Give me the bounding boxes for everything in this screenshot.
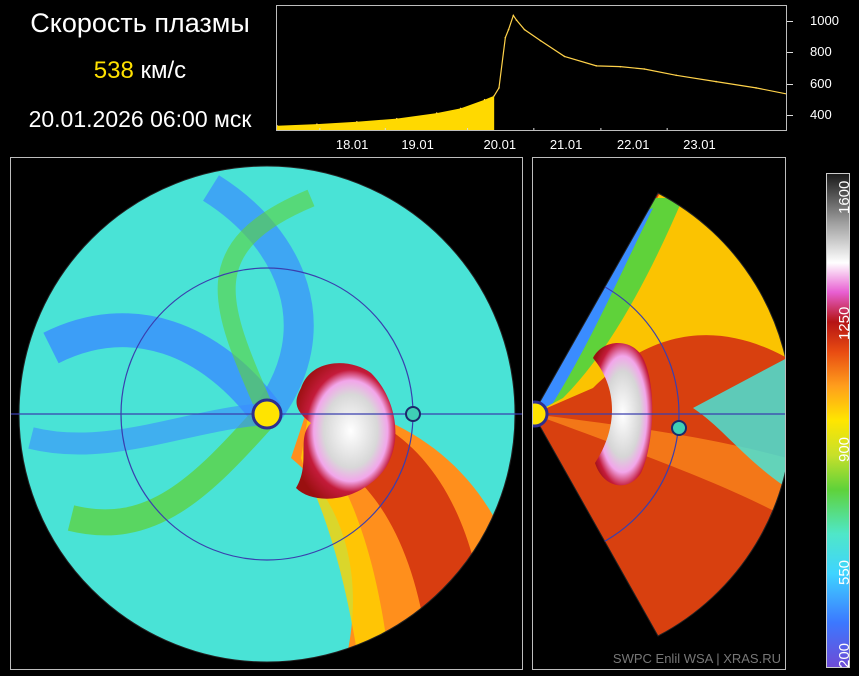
speed-chart [276,5,787,131]
y-tick-mark [787,83,793,85]
meridional-plane-svg [533,192,785,637]
y-tick-label: 800 [810,44,832,60]
spiral-stream [43,313,281,425]
speed-data-point [459,107,462,110]
speed-unit: км/с [140,57,187,84]
x-tick-label: 21.01 [549,137,583,152]
meridional-band [533,414,785,518]
speed-chart-svg [277,14,786,130]
cme-shell [296,363,396,499]
color-scale-label: 550 [836,559,853,585]
y-tick-mark [787,115,793,117]
earth-marker-meridional [671,420,687,436]
speed-data-point [356,120,358,123]
speed-past-area [277,95,495,130]
x-tick-label: 19.01 [401,137,434,152]
speed-color-scale [826,173,850,668]
y-tick-mark [787,52,793,54]
sun-marker [251,398,283,430]
speed-data-point [515,19,518,21]
ecliptic-plane-svg [11,165,522,663]
speed-data-point [539,39,542,42]
x-tick-label: 18.01 [335,137,369,152]
credit-text: SWPC Enlil WSA | XRAS.RU [612,651,781,666]
x-tick-label: 22.01 [616,137,650,152]
speed-data-point [395,117,398,120]
speed-data-point [504,36,507,39]
color-scale-label: 200 [836,642,853,668]
spiral-stream [67,405,277,536]
y-tick-label: 400 [810,107,832,123]
page-title: Скорость плазмы [30,8,250,38]
speed-value: 538 [93,57,134,84]
speed-forecast-line [493,14,786,97]
speed-data-point [643,68,646,70]
meridional-band [533,208,653,414]
speed-data-point [483,98,486,101]
earth-marker [405,406,421,422]
datetime-label: 20.01.2026 06:00 мск [28,106,252,132]
spiral-stream [202,175,314,423]
spiral-stream [217,189,315,418]
y-tick-mark [787,20,793,22]
y-tick-label: 600 [810,75,832,91]
color-scale-label: 1250 [836,306,853,340]
speed-data-point [675,74,678,77]
speed-data-point [755,87,757,89]
speed-data-point [595,65,598,67]
sun-marker-meridional [533,400,549,428]
speed-data-point [277,124,278,127]
color-scale-label: 1600 [836,180,853,214]
speed-data-point [563,55,566,58]
x-tick-label: 23.01 [683,137,716,152]
speed-data-point [498,87,500,89]
color-scale-label: 900 [836,436,853,462]
meridional-band [693,358,785,488]
speed-data-point [493,94,495,97]
ecliptic-plane-view [10,157,523,670]
speed-data-point [316,123,318,125]
speed-data-point [507,28,510,31]
speed-data-point [512,14,515,17]
speed-data-point [619,65,622,68]
speed-data-point [715,80,717,83]
x-tick-label: 20.01 [483,137,517,152]
spiral-stream [28,403,268,455]
speed-readout: 538 км/с [10,57,270,85]
speed-data-point [435,112,438,114]
speed-data-point [523,28,526,31]
y-tick-label: 1000 [810,12,839,28]
meridional-plane-view [532,157,786,670]
